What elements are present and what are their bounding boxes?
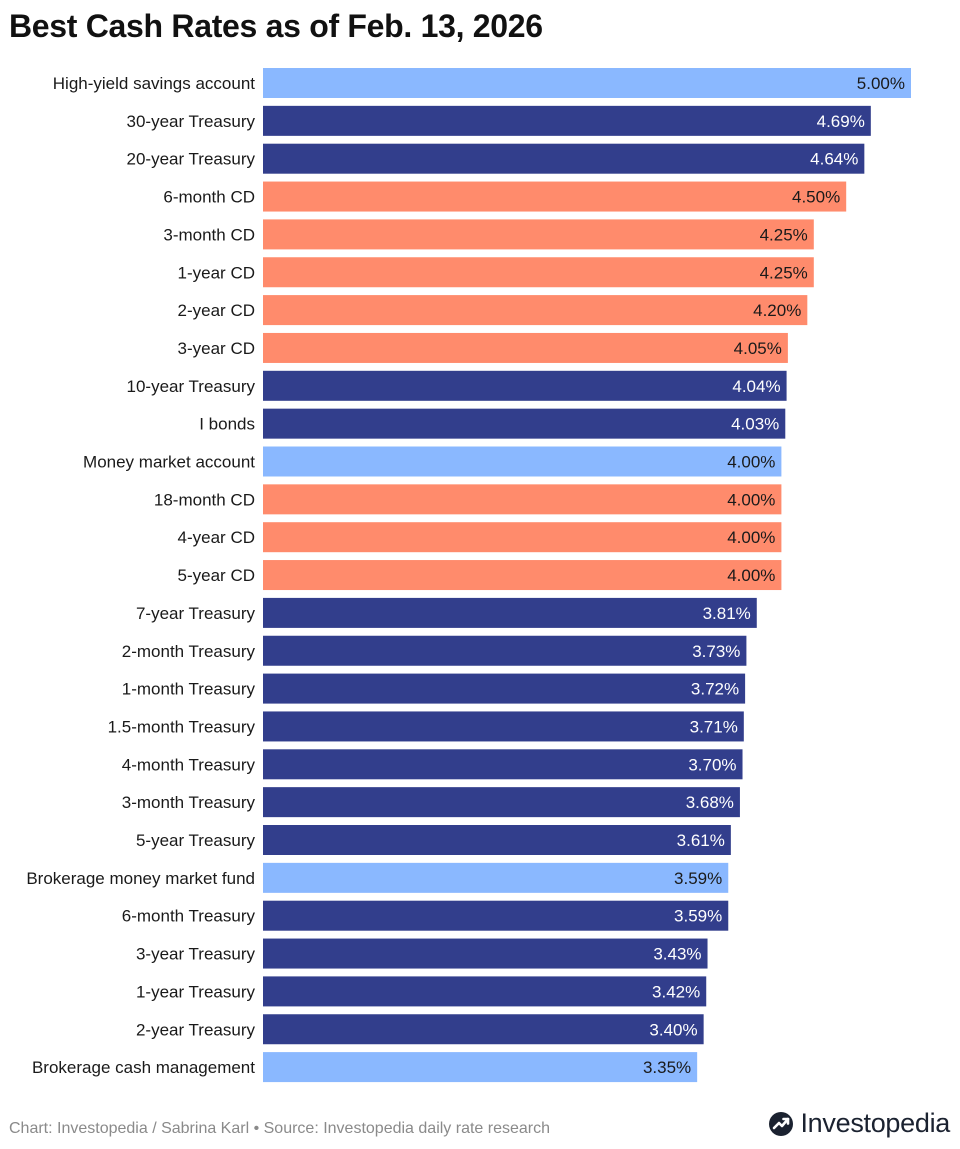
value-label: 5.00%: [857, 74, 905, 93]
value-label: 4.69%: [817, 112, 865, 131]
brand-name: Investopedia: [800, 1108, 950, 1138]
bar: [263, 900, 729, 931]
value-label: 3.61%: [677, 831, 725, 850]
value-label: 4.00%: [727, 453, 775, 472]
value-label: 4.50%: [792, 188, 840, 207]
value-label: 3.70%: [688, 755, 736, 774]
category-label: 6-month CD: [163, 188, 255, 207]
investopedia-logo-icon: [769, 1111, 794, 1136]
value-label: 3.71%: [690, 717, 738, 736]
value-label: 4.04%: [732, 377, 780, 396]
category-label: 3-month Treasury: [122, 793, 256, 812]
bar: [263, 597, 757, 628]
value-label: 3.43%: [653, 945, 701, 964]
value-label: 3.68%: [686, 793, 734, 812]
category-label: 3-year Treasury: [136, 945, 256, 964]
value-label: 4.00%: [727, 490, 775, 509]
bar: [263, 976, 707, 1007]
category-label: 6-month Treasury: [122, 907, 256, 926]
value-label: 4.25%: [760, 263, 808, 282]
category-label: 30-year Treasury: [127, 112, 256, 131]
category-label: 10-year Treasury: [127, 377, 256, 396]
value-label: 3.72%: [691, 680, 739, 699]
bar: [263, 522, 782, 553]
category-label: Brokerage cash management: [32, 1058, 255, 1077]
bar: [263, 370, 787, 401]
category-label: 7-year Treasury: [136, 604, 256, 623]
value-label: 3.81%: [703, 604, 751, 623]
bar: [263, 560, 782, 591]
category-label: 4-year CD: [178, 528, 255, 547]
bar: [263, 711, 744, 742]
brand-logo: Investopedia: [768, 1108, 950, 1139]
chart-title: Best Cash Rates as of Feb. 13, 2026: [9, 8, 543, 44]
bar: [263, 295, 808, 326]
value-label: 4.64%: [810, 150, 858, 169]
category-label: 1-year Treasury: [136, 982, 256, 1001]
bar: [263, 143, 865, 174]
value-label: 3.73%: [692, 642, 740, 661]
category-label: Money market account: [83, 453, 255, 472]
category-label: 5-year Treasury: [136, 831, 256, 850]
category-label: 1-month Treasury: [122, 680, 256, 699]
category-label: 20-year Treasury: [127, 150, 256, 169]
bar: [263, 673, 746, 704]
bar: [263, 332, 788, 363]
bar: [263, 749, 743, 780]
value-label: 3.40%: [649, 1020, 697, 1039]
category-label: 2-month Treasury: [122, 642, 256, 661]
value-label: 3.42%: [652, 982, 700, 1001]
category-label: 18-month CD: [154, 490, 255, 509]
category-label: 3-year CD: [178, 339, 255, 358]
value-label: 4.03%: [731, 415, 779, 434]
bar: [263, 787, 740, 818]
bar: [263, 181, 847, 212]
bar: [263, 862, 729, 893]
value-label: 4.00%: [727, 528, 775, 547]
category-label: 1.5-month Treasury: [108, 717, 256, 736]
bar: [263, 257, 814, 288]
chart-credit: Chart: Investopedia / Sabrina Karl • Sou…: [9, 1120, 551, 1137]
bar: [263, 825, 731, 855]
value-label: 4.05%: [734, 339, 782, 358]
bar: [263, 635, 747, 666]
value-label: 4.25%: [760, 225, 808, 244]
bar: [263, 1052, 698, 1083]
bar: [263, 408, 786, 439]
category-label: High-yield savings account: [53, 74, 255, 93]
bar: [263, 446, 782, 477]
category-label: 3-month CD: [163, 225, 255, 244]
bar-chart: High-yield savings account 5.00% 30-year T…: [26, 68, 911, 1083]
category-label: 2-year CD: [178, 301, 255, 320]
bar: [263, 484, 782, 515]
value-label: 3.59%: [674, 907, 722, 926]
bar: [263, 219, 814, 250]
category-label: 1-year CD: [178, 263, 255, 282]
category-label: I bonds: [199, 415, 255, 434]
category-label: 4-month Treasury: [122, 755, 256, 774]
value-label: 4.20%: [753, 301, 801, 320]
value-label: 3.35%: [643, 1058, 691, 1077]
category-label: 2-year Treasury: [136, 1020, 256, 1039]
value-label: 4.00%: [727, 566, 775, 585]
category-label: 5-year CD: [178, 566, 255, 585]
bar: [263, 938, 708, 969]
bar: [263, 68, 911, 98]
bar: [263, 105, 871, 136]
bar: [263, 1014, 704, 1045]
category-label: Brokerage money market fund: [26, 869, 255, 888]
value-label: 3.59%: [674, 869, 722, 888]
